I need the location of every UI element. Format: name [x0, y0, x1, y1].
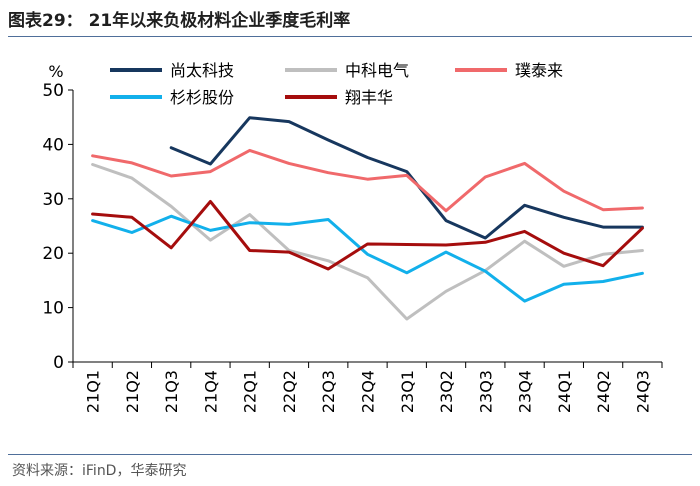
source-note: 资料来源：iFinD，华泰研究 — [12, 463, 187, 479]
legend-label: 璞泰来 — [515, 61, 563, 80]
series-line-翔丰华 — [91, 200, 644, 271]
x-tick-label: 24Q2 — [594, 370, 613, 413]
y-tick-label: 0 — [53, 353, 64, 373]
x-tick-label: 23Q4 — [516, 370, 535, 413]
y-tick-label: 20 — [42, 244, 64, 264]
x-tick-label: 21Q1 — [84, 370, 103, 413]
chart-series — [91, 116, 644, 321]
x-tick-label: 22Q3 — [319, 370, 338, 413]
x-tick-label: 23Q3 — [476, 370, 495, 413]
y-tick-label: 40 — [42, 135, 64, 155]
x-tick-label: 24Q1 — [555, 370, 574, 413]
legend-label: 尚太科技 — [170, 61, 234, 80]
x-tick-label: 22Q2 — [280, 370, 299, 413]
x-tick-label: 21Q2 — [123, 370, 142, 413]
x-tick-label: 22Q1 — [241, 370, 260, 413]
series-line-中科电气 — [91, 163, 644, 321]
y-tick-label: 50 — [42, 81, 64, 101]
y-tick-label: 30 — [42, 190, 64, 210]
bottom-rule — [8, 454, 692, 455]
series-line-杉杉股份 — [91, 214, 644, 303]
legend-label: 杉杉股份 — [170, 88, 234, 107]
series-line-璞泰来 — [91, 148, 644, 213]
y-tick-label: 10 — [42, 299, 64, 319]
top-rule — [8, 36, 692, 37]
x-tick-label: 23Q2 — [437, 370, 456, 413]
series-line-尚太科技 — [169, 116, 644, 240]
x-tick-label: 22Q4 — [359, 370, 378, 413]
x-tick-label: 23Q1 — [398, 370, 417, 413]
x-tick-label: 21Q4 — [201, 370, 220, 413]
legend-label: 中科电气 — [345, 61, 409, 80]
x-tick-label: 24Q3 — [633, 370, 652, 413]
y-axis-unit-label: % — [48, 62, 63, 81]
chart-title: 图表29： 21年以来负极材料企业季度毛利率 — [8, 11, 351, 31]
x-tick-label: 21Q3 — [162, 370, 181, 413]
chart-axes: 0 10 20 30 40 50% 21Q1 21Q2 21Q3 21Q4 22Q1 22Q2 22Q3… — [42, 62, 663, 413]
legend-label: 翔丰华 — [345, 88, 393, 107]
